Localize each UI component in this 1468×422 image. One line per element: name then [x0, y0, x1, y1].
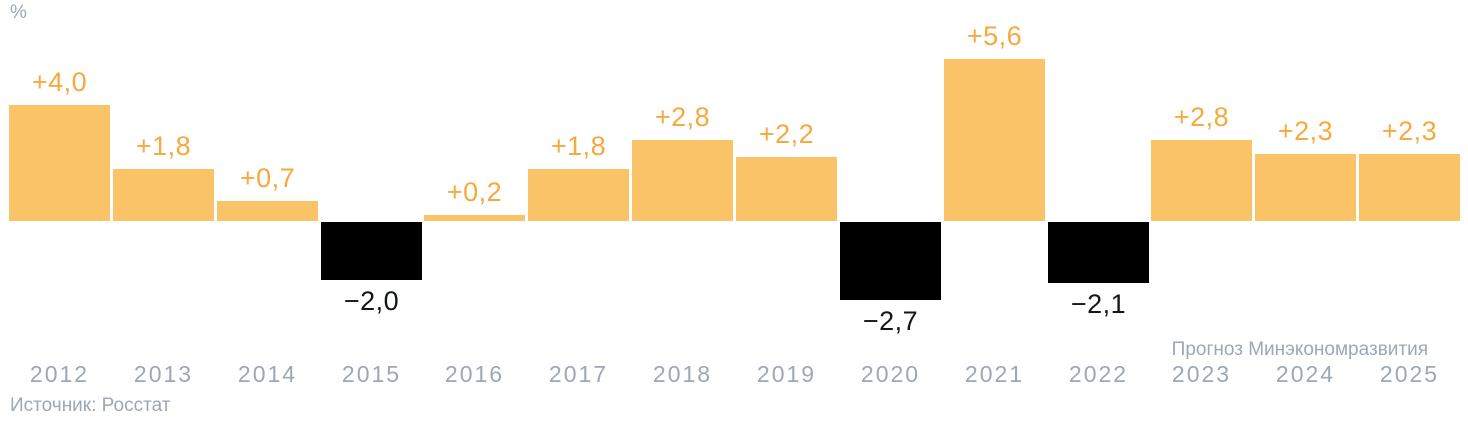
bar-2016: [424, 215, 525, 221]
value-label-2014: +0,7: [239, 163, 296, 193]
year-label-2013: 2013: [133, 361, 194, 387]
value-label-2024: +2,3: [1277, 116, 1334, 146]
year-label-2020: 2020: [860, 361, 921, 387]
value-label-2021: +5,6: [966, 21, 1023, 51]
bar-2018: [632, 140, 733, 221]
bar-2017: [528, 169, 629, 221]
bar-2024: [1255, 154, 1356, 221]
year-label-2023: 2023: [1171, 361, 1232, 387]
bar-2015: [321, 222, 422, 280]
value-label-2019: +2,2: [758, 119, 815, 149]
value-label-2016: +0,2: [446, 177, 503, 207]
value-label-2025: +2,3: [1381, 116, 1438, 146]
value-label-2012: +4,0: [31, 67, 88, 97]
value-label-2023: +2,8: [1173, 102, 1230, 132]
year-label-2021: 2021: [964, 361, 1025, 387]
year-label-2018: 2018: [652, 361, 713, 387]
year-label-2014: 2014: [237, 361, 298, 387]
year-label-2024: 2024: [1275, 361, 1336, 387]
value-label-2020: −2,7: [862, 306, 919, 336]
bar-2013: [113, 169, 214, 221]
bar-2022: [1048, 222, 1149, 283]
value-label-2018: +2,8: [654, 102, 711, 132]
forecast-note: Прогноз Минэкономразвития: [1171, 339, 1428, 360]
year-label-2015: 2015: [341, 361, 402, 387]
bar-2020: [840, 222, 941, 300]
value-label-2015: −2,0: [343, 286, 400, 316]
year-label-2017: 2017: [548, 361, 609, 387]
bar-2025: [1359, 154, 1460, 221]
bar-2012: [9, 105, 110, 221]
bar-2014: [217, 201, 318, 221]
year-label-2012: 2012: [29, 361, 90, 387]
year-label-2025: 2025: [1379, 361, 1440, 387]
y-axis-unit-label: %: [10, 2, 27, 23]
value-label-2022: −2,1: [1070, 289, 1127, 319]
bar-2019: [736, 157, 837, 221]
source-note: Источник: Росстат: [10, 395, 171, 416]
bar-2023: [1151, 140, 1252, 221]
year-label-2016: 2016: [444, 361, 505, 387]
year-label-2022: 2022: [1068, 361, 1129, 387]
bar-2021: [944, 59, 1045, 221]
value-label-2013: +1,8: [135, 131, 192, 161]
year-label-2019: 2019: [756, 361, 817, 387]
value-label-2017: +1,8: [550, 131, 607, 161]
